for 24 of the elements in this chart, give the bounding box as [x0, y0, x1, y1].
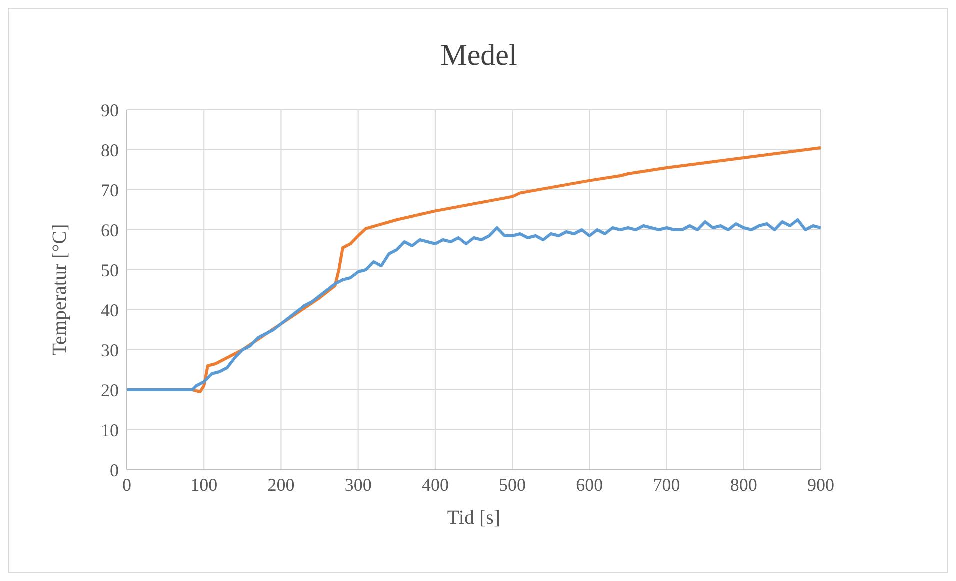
- y-tick-label: 50: [101, 260, 119, 280]
- x-tick-label: 200: [268, 474, 295, 495]
- y-tick-label: 0: [110, 460, 119, 480]
- line-series: [127, 218, 821, 392]
- y-tick-label: 60: [101, 220, 119, 240]
- y-tick-label: 90: [101, 100, 119, 120]
- x-tick-label: 500: [499, 474, 526, 495]
- x-tick-label: 900: [808, 474, 834, 495]
- x-tick-label: 100: [190, 474, 218, 495]
- chart-title: Medel: [440, 39, 518, 73]
- x-tick-label: 400: [422, 474, 449, 495]
- y-tick-label: 30: [101, 340, 119, 360]
- x-tick-label: 700: [653, 474, 680, 495]
- y-tick-label: 10: [101, 420, 119, 440]
- y-tick-label: 70: [101, 180, 119, 200]
- x-tick-label: 800: [730, 474, 758, 495]
- x-axis-title: Tid [s]: [447, 507, 501, 529]
- y-axis-title: Temperatur [°C]: [49, 224, 72, 356]
- x-tick-label: 0: [122, 474, 132, 495]
- y-tick-label: 80: [101, 140, 119, 160]
- y-tick-label: 40: [101, 300, 119, 320]
- x-tick-label: 300: [344, 474, 372, 495]
- x-tick-label: 600: [576, 474, 604, 495]
- y-tick-label: 20: [101, 380, 119, 400]
